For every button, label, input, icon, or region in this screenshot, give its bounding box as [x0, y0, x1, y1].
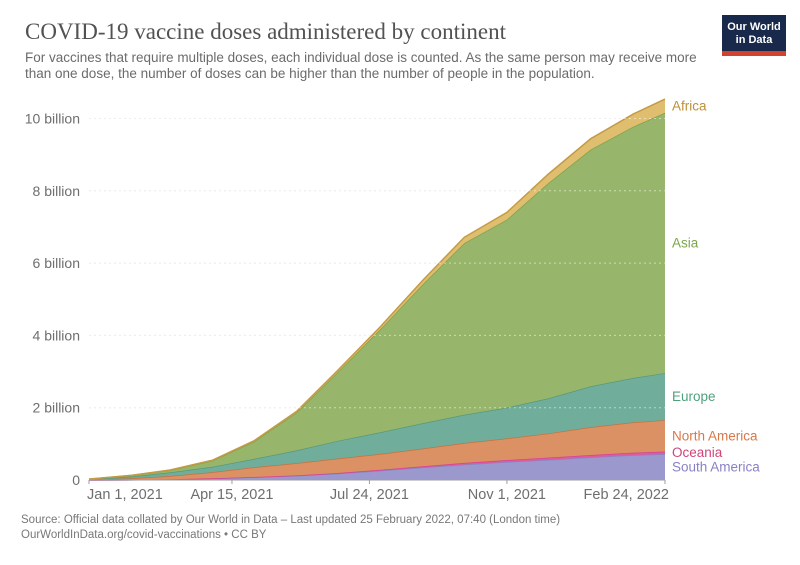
y-axis-label: 0	[72, 472, 80, 488]
y-axis-label: 6 billion	[33, 255, 80, 271]
owid-logo-line1: Our World	[727, 21, 781, 33]
x-axis-label: Feb 24, 2022	[584, 487, 669, 503]
series-label-south-america: South America	[672, 459, 760, 474]
series-label-north-america: North America	[672, 428, 758, 443]
x-axis-label: Apr 15, 2021	[190, 487, 273, 503]
chart-subtitle: For vaccines that require multiple doses…	[25, 50, 697, 81]
x-axis-label: Jul 24, 2021	[330, 487, 409, 503]
area-asia[interactable]	[89, 112, 665, 480]
series-label-europe: Europe	[672, 389, 716, 404]
area-africa[interactable]	[89, 99, 665, 480]
series-label-oceania: Oceania	[672, 445, 723, 460]
y-axis-label: 4 billion	[33, 327, 80, 343]
chart-footer: Source: Official data collated by Our Wo…	[21, 513, 560, 543]
y-axis-label: 8 billion	[33, 183, 80, 199]
source-note: Source: Official data collated by Our Wo…	[21, 514, 561, 526]
series-label-africa: Africa	[672, 98, 707, 113]
area-south-america[interactable]	[89, 453, 665, 480]
owid-logo-line2: in Data	[735, 34, 773, 46]
x-axis-label: Nov 1, 2021	[468, 487, 546, 503]
chart-subtitle-line1: For vaccines that require multiple doses…	[25, 50, 697, 65]
chart-subtitle-line2: than one dose, the number of doses can b…	[25, 65, 595, 81]
y-axis-label: 2 billion	[33, 400, 80, 416]
area-top-edge-africa	[88, 98, 666, 480]
owid-logo[interactable]: Our World in Data	[722, 15, 786, 56]
source-link[interactable]: OurWorldInData.org/covid-vaccinations • …	[21, 529, 267, 541]
area-north-america[interactable]	[89, 420, 665, 480]
series-label-asia: Asia	[672, 235, 699, 250]
page-title: COVID-19 vaccine doses administered by c…	[25, 19, 506, 44]
y-axis-label: 10 billion	[25, 111, 80, 127]
x-axis-label: Jan 1, 2021	[87, 487, 163, 503]
